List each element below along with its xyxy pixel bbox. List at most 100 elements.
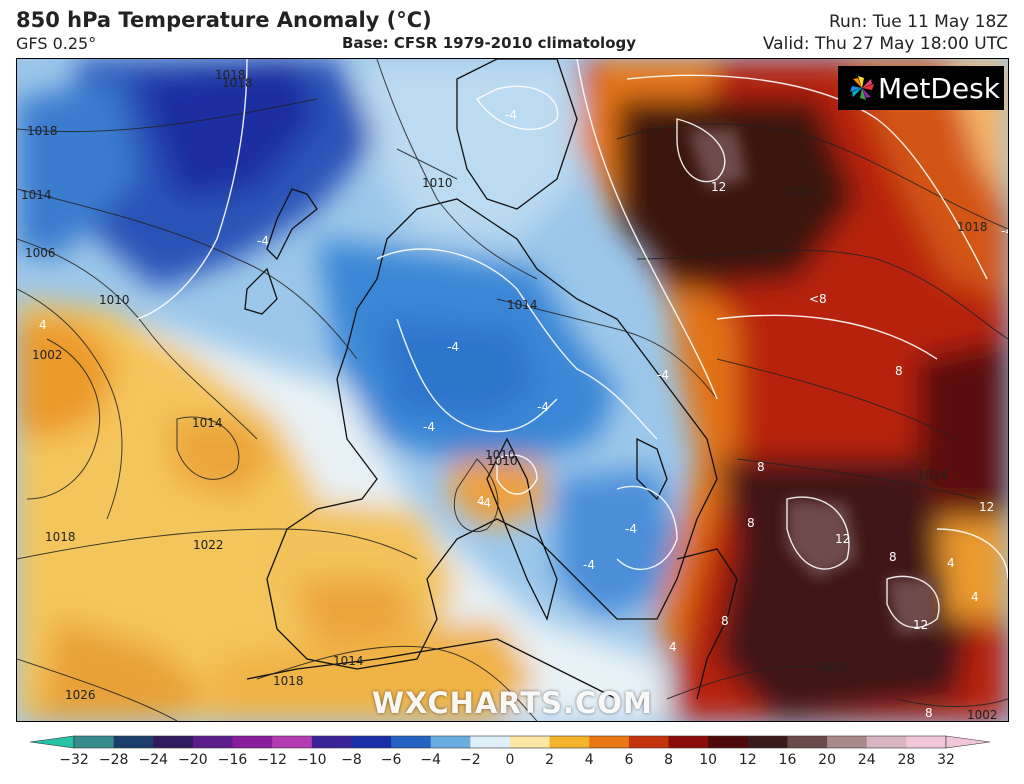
contour-label: 1018 bbox=[273, 674, 304, 688]
contour-label: 1018 bbox=[957, 220, 988, 234]
contour-label: 1010 bbox=[485, 448, 516, 462]
contour-label: 1018 bbox=[27, 124, 58, 138]
anomaly-label: -4 bbox=[479, 496, 491, 510]
contour-label: 1010 bbox=[782, 184, 813, 198]
anomaly-label: -4 bbox=[447, 340, 459, 354]
anomaly-label: 12 bbox=[835, 532, 850, 546]
colorbar-segment bbox=[470, 736, 511, 748]
colorbar-tick-label: 0 bbox=[505, 752, 515, 768]
anomaly-label: 4 bbox=[971, 590, 979, 604]
contour-label: 1014 bbox=[507, 298, 538, 312]
colorbar-tick-label: 16 bbox=[778, 752, 797, 768]
anomaly-label: 4 bbox=[947, 556, 955, 570]
colorbar-segment bbox=[192, 736, 234, 748]
colorbar-tick-label: −20 bbox=[178, 752, 208, 768]
chart-header: 850 hPa Temperature Anomaly (°C) GFS 0.2… bbox=[0, 0, 1024, 58]
colorbar-tick-label: 4 bbox=[584, 752, 594, 768]
colorbar-tick-label: −2 bbox=[460, 752, 481, 768]
colorbar-segment bbox=[391, 736, 432, 748]
colorbar-segment bbox=[153, 736, 194, 748]
colorbar-tick-label: −4 bbox=[420, 752, 442, 768]
isobars bbox=[17, 59, 1008, 721]
colorbar-segment bbox=[866, 736, 907, 748]
anomaly-label: 8 bbox=[747, 516, 755, 530]
anomaly-label: 4 bbox=[39, 318, 47, 332]
colorbar-segment bbox=[668, 736, 709, 748]
contour-label: 1014 bbox=[333, 654, 364, 668]
contour-label: 1022 bbox=[193, 538, 224, 552]
colorbar-tick-label: −16 bbox=[217, 752, 248, 768]
anomaly-label: -4 bbox=[423, 420, 435, 434]
colorbar-segment bbox=[708, 736, 749, 748]
anomaly-label: 12 bbox=[913, 618, 928, 632]
colorbar-tick-label: −12 bbox=[257, 752, 287, 768]
metdesk-logo: MetDesk bbox=[838, 66, 1004, 110]
colorbar-tick-label: 2 bbox=[545, 752, 555, 768]
colorbar-right-arrow bbox=[945, 735, 991, 749]
colorbar-tick-label: −32 bbox=[59, 752, 89, 768]
anomaly-label-group: -4 -4 -4 -4 -4 -4 -4 -4 -4 -4 4 4 4 4 4 … bbox=[39, 108, 1008, 720]
anomaly-label: 12 bbox=[711, 180, 726, 194]
contour-label: 1018 bbox=[45, 530, 76, 544]
colorbar-segment bbox=[589, 736, 630, 748]
colorbar-tick-label: 20 bbox=[818, 752, 836, 768]
colorbar-segment bbox=[906, 736, 947, 748]
colorbar-tick-label: 28 bbox=[897, 752, 916, 768]
anomaly-label: -4 bbox=[257, 234, 269, 248]
colorbar-left-arrow bbox=[29, 735, 75, 749]
anomaly-label: 4 bbox=[477, 494, 485, 508]
anomaly-map: 1018 1018 1014 1006 1010 1002 1014 1022 … bbox=[16, 58, 1009, 722]
anomaly-label: 12 bbox=[979, 500, 994, 514]
anomaly-label: -4 bbox=[505, 108, 517, 122]
colorbar-tick-label: −24 bbox=[138, 752, 169, 768]
colorbar-svg bbox=[29, 735, 991, 749]
colorbar-segment bbox=[311, 736, 352, 748]
colorbar-tick-label: −6 bbox=[380, 752, 402, 768]
contour-label: 1014 bbox=[192, 416, 223, 430]
anomaly-field bbox=[17, 59, 1008, 721]
colorbar-tick-label: 6 bbox=[624, 752, 634, 768]
colorbar-tick-label: 32 bbox=[937, 752, 955, 768]
contour-label: 1018 bbox=[215, 68, 246, 82]
colorbar-segment bbox=[272, 736, 313, 748]
contour-label: 1002 bbox=[967, 708, 998, 721]
anomaly-contours bbox=[136, 59, 1008, 629]
anomaly-label: 8 bbox=[889, 550, 897, 564]
colorbar-tick-label: 24 bbox=[857, 752, 876, 768]
colorbar-tick-label: −8 bbox=[341, 752, 362, 768]
anomaly-label: 4 bbox=[669, 640, 677, 654]
wxcharts-watermark: WXCHARTS.COM bbox=[372, 686, 653, 720]
run-label: Run: Tue 11 May 18Z bbox=[828, 12, 1008, 32]
anomaly-label: -4 bbox=[583, 558, 595, 572]
contour-label: 1010 bbox=[817, 660, 848, 674]
anomaly-label: <8 bbox=[809, 292, 827, 306]
map-svg: 1018 1018 1014 1006 1010 1002 1014 1022 … bbox=[17, 59, 1008, 721]
anomaly-label: 8 bbox=[895, 364, 903, 378]
colorbar-tick-label: 10 bbox=[699, 752, 718, 768]
colorbar: −32 −28 −24 −20 −16 −12 −10 −8 −6 −4 −2 0 2 4 6 8 10 12 16… bbox=[0, 724, 1024, 784]
base-climatology-label: Base: CFSR 1979-2010 climatology bbox=[342, 34, 637, 52]
colorbar-tick-label: −10 bbox=[297, 752, 327, 768]
contour-label: 1014 bbox=[917, 468, 948, 482]
colorbar-segment bbox=[747, 736, 788, 748]
colorbar-segment bbox=[113, 736, 154, 748]
contour-label: 1006 bbox=[25, 246, 56, 260]
contour-label: 1014 bbox=[21, 188, 52, 202]
anomaly-label: -4 bbox=[657, 368, 669, 382]
anomaly-label: 8 bbox=[721, 614, 729, 628]
colorbar-segment bbox=[351, 736, 392, 748]
colorbar-segment bbox=[827, 736, 868, 748]
contour-label: 1010 bbox=[422, 176, 453, 190]
colorbar-tick-label: −28 bbox=[98, 752, 129, 768]
colorbar-segment bbox=[628, 736, 670, 748]
colorbar-segment bbox=[430, 736, 471, 748]
contour-label: 1002 bbox=[32, 348, 63, 362]
valid-time-label: Valid: Thu 27 May 18:00 UTC bbox=[762, 34, 1008, 54]
coastlines bbox=[244, 59, 738, 700]
contour-label: 1026 bbox=[65, 688, 96, 702]
metdesk-logo-text: MetDesk bbox=[878, 72, 1000, 105]
colorbar-tick-label: 12 bbox=[738, 752, 757, 768]
contour-label: 1018 bbox=[222, 76, 253, 90]
chart-title: 850 hPa Temperature Anomaly (°C) bbox=[16, 8, 432, 32]
contour-label: 1010 bbox=[487, 454, 518, 468]
